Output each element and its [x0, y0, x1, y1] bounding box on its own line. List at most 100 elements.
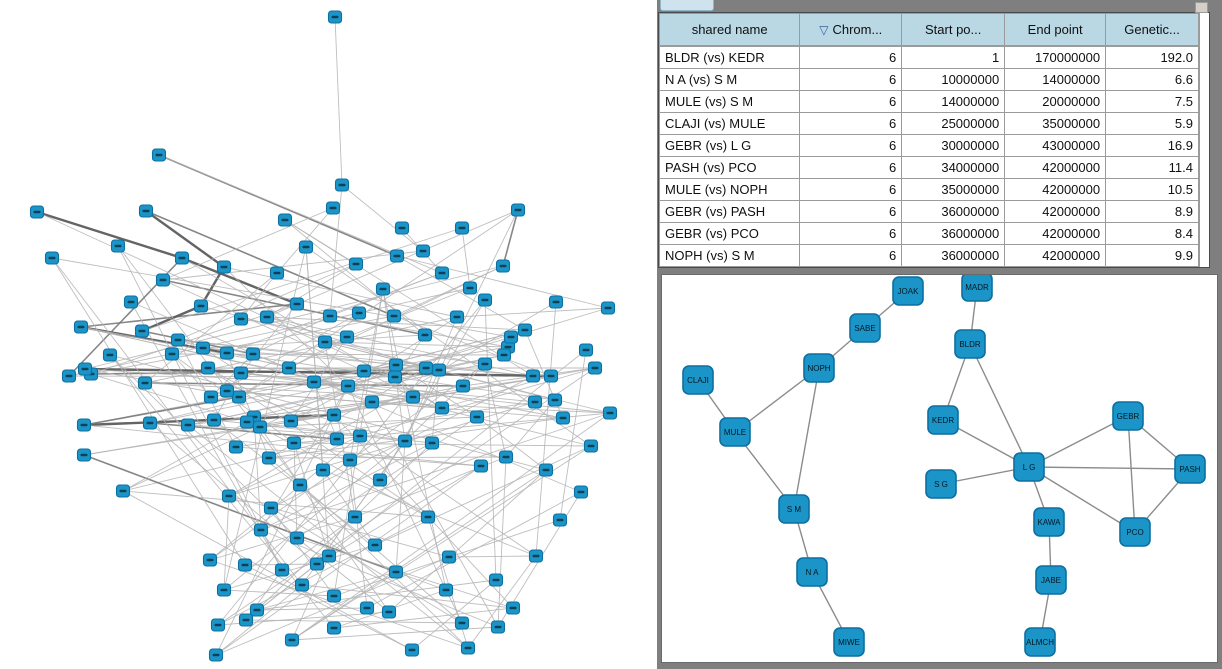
cell-shared-name[interactable]: CLAJI (vs) MULE	[658, 112, 801, 135]
network-node[interactable]	[394, 221, 410, 235]
network-node[interactable]	[454, 616, 470, 630]
network-node[interactable]	[77, 362, 93, 376]
cell-value[interactable]: 170000000	[1004, 45, 1107, 69]
network-node[interactable]	[170, 333, 186, 347]
network-node[interactable]	[387, 370, 403, 384]
cell-shared-name[interactable]: MULE (vs) NOPH	[658, 178, 801, 201]
network-node[interactable]	[587, 361, 603, 375]
network-node[interactable]	[281, 361, 297, 375]
network-node[interactable]: MIWE	[833, 627, 865, 657]
network-node[interactable]	[306, 375, 322, 389]
cell-value[interactable]: 9.9	[1105, 244, 1199, 267]
network-node[interactable]: MADR	[961, 275, 993, 302]
network-node[interactable]	[195, 341, 211, 355]
cell-value[interactable]: 6	[799, 178, 903, 201]
table-row[interactable]: MULE (vs) S M 6 14000000 20000000 7.5	[658, 90, 1199, 113]
cell-shared-name[interactable]: NOPH (vs) S M	[658, 244, 801, 267]
network-node[interactable]	[208, 648, 224, 662]
network-node[interactable]	[283, 414, 299, 428]
network-node[interactable]: CLAJI	[682, 365, 714, 395]
network-node[interactable]	[347, 510, 363, 524]
network-node[interactable]	[415, 244, 431, 258]
network-node[interactable]	[110, 239, 126, 253]
network-node[interactable]	[263, 501, 279, 515]
network-node[interactable]	[76, 418, 92, 432]
network-node[interactable]	[233, 366, 249, 380]
cell-value[interactable]: 6	[799, 90, 903, 113]
network-node[interactable]	[277, 213, 293, 227]
cell-value[interactable]: 6	[799, 112, 903, 135]
network-node[interactable]	[294, 578, 310, 592]
network-node[interactable]	[245, 347, 261, 361]
network-node[interactable]	[292, 478, 308, 492]
network-node[interactable]	[573, 485, 589, 499]
network-node[interactable]	[441, 550, 457, 564]
large-network-canvas[interactable]	[0, 0, 657, 669]
network-node[interactable]	[289, 531, 305, 545]
network-node[interactable]: MULE	[719, 417, 751, 447]
network-node[interactable]	[348, 257, 364, 271]
network-node[interactable]	[477, 293, 493, 307]
network-node[interactable]	[298, 240, 314, 254]
network-node[interactable]	[388, 565, 404, 579]
network-node[interactable]	[454, 221, 470, 235]
network-node[interactable]	[528, 549, 544, 563]
network-node[interactable]: SABE	[849, 313, 881, 343]
column-header-chrom[interactable]: ▽ Chrom...	[799, 13, 903, 47]
network-node[interactable]	[193, 299, 209, 313]
network-node[interactable]	[123, 295, 139, 309]
cell-value[interactable]: 1	[901, 45, 1006, 69]
network-node[interactable]	[151, 148, 167, 162]
network-node[interactable]	[174, 251, 190, 265]
cell-shared-name[interactable]: GEBR (vs) L G	[658, 134, 801, 157]
table-tab-fragment[interactable]	[660, 0, 714, 11]
network-node[interactable]	[259, 310, 275, 324]
network-node[interactable]	[356, 364, 372, 378]
network-node[interactable]	[228, 440, 244, 454]
network-node[interactable]: L G	[1013, 452, 1045, 482]
network-node[interactable]	[462, 281, 478, 295]
network-node[interactable]	[61, 369, 77, 383]
cell-value[interactable]: 36000000	[901, 222, 1006, 245]
network-node[interactable]	[284, 633, 300, 647]
network-node[interactable]	[438, 583, 454, 597]
network-node[interactable]: KAWA	[1033, 507, 1065, 537]
network-node[interactable]: S G	[925, 469, 957, 499]
network-node[interactable]	[274, 563, 290, 577]
network-node[interactable]	[164, 347, 180, 361]
network-node[interactable]	[73, 320, 89, 334]
network-node[interactable]	[142, 416, 158, 430]
column-header-shared-name[interactable]: shared name	[658, 13, 801, 47]
network-node[interactable]	[317, 335, 333, 349]
network-node[interactable]	[321, 549, 337, 563]
network-node[interactable]	[200, 361, 216, 375]
network-node[interactable]: NOPH	[803, 353, 835, 383]
network-node[interactable]: BLDR	[954, 329, 986, 359]
network-node[interactable]	[386, 309, 402, 323]
network-node[interactable]	[239, 415, 255, 429]
cell-value[interactable]: 42000000	[1004, 222, 1107, 245]
network-node[interactable]	[431, 363, 447, 377]
table-row[interactable]: MULE (vs) NOPH 6 35000000 42000000 10.5	[658, 178, 1199, 201]
cell-value[interactable]: 14000000	[901, 90, 1006, 113]
cell-value[interactable]: 42000000	[1004, 244, 1107, 267]
network-node[interactable]	[137, 376, 153, 390]
network-node[interactable]	[477, 357, 493, 371]
network-node[interactable]	[375, 282, 391, 296]
network-node[interactable]	[434, 266, 450, 280]
network-node[interactable]	[543, 369, 559, 383]
cell-value[interactable]: 30000000	[901, 134, 1006, 157]
network-node[interactable]: S M	[778, 494, 810, 524]
network-node[interactable]	[552, 513, 568, 527]
cell-value[interactable]: 43000000	[1004, 134, 1107, 157]
network-node[interactable]	[600, 301, 616, 315]
network-node[interactable]	[219, 346, 235, 360]
network-node[interactable]	[602, 406, 618, 420]
network-node[interactable]	[233, 312, 249, 326]
network-node[interactable]	[322, 309, 338, 323]
network-node[interactable]	[326, 621, 342, 635]
network-node[interactable]	[496, 348, 512, 362]
network-node[interactable]: JABE	[1035, 565, 1067, 595]
network-node[interactable]	[418, 361, 434, 375]
network-node[interactable]	[206, 413, 222, 427]
